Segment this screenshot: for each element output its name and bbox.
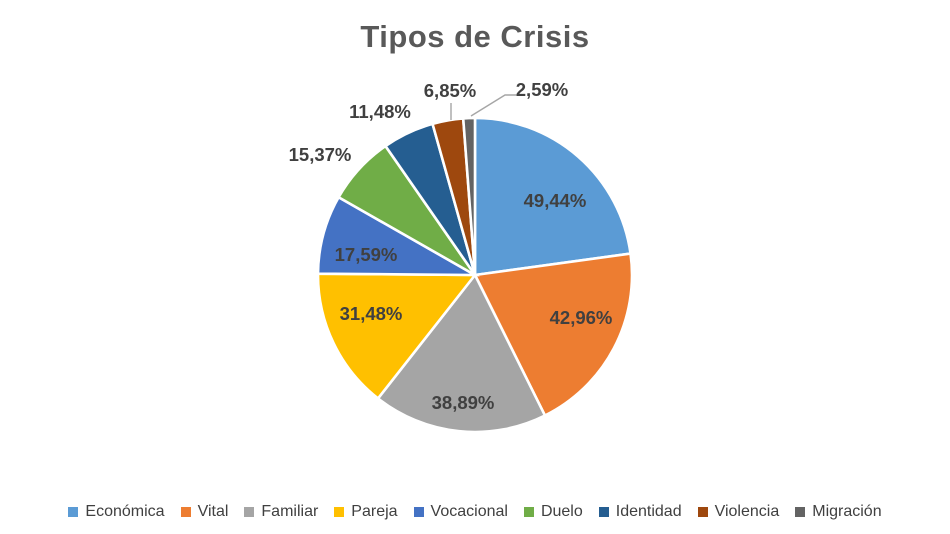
legend-item-vocacional: Vocacional: [413, 503, 508, 521]
legend-swatch-vocacional: [413, 507, 424, 517]
legend-label-vocacional: Vocacional: [430, 503, 508, 520]
legend-swatch-familiar: [244, 507, 255, 517]
pie-slice-label-pareja: 31,48%: [340, 303, 403, 324]
legend-item-pareja: Pareja: [334, 503, 398, 521]
legend-item-violencia: Violencia: [697, 503, 780, 521]
legend-swatch-pareja: [334, 507, 345, 517]
legend-item-migracion: Migración: [795, 503, 882, 521]
pie-slice-label-duelo: 15,37%: [289, 144, 352, 165]
pie-slice-economica: [473, 116, 632, 277]
pie-slice-label-vital: 42,96%: [550, 307, 613, 328]
legend-label-identidad: Identidad: [615, 503, 682, 520]
pie-slice-vital: [473, 252, 634, 418]
legend-swatch-migracion: [795, 507, 806, 517]
legend-item-vital: Vital: [180, 503, 229, 521]
legend-swatch-economica: [68, 507, 79, 517]
legend-swatch-violencia: [697, 507, 708, 517]
legend-label-economica: Económica: [85, 503, 165, 520]
pie-slice-label-violencia: 6,85%: [424, 80, 476, 101]
chart-title: Tipos de Crisis: [360, 19, 590, 54]
pie-slice-label-economica: 49,44%: [524, 190, 587, 211]
chart-legend: Económica Vital Familiar Pareja Vocacional Du…: [0, 503, 950, 521]
legend-swatch-duelo: [523, 507, 534, 517]
legend-label-duelo: Duelo: [540, 503, 583, 520]
legend-label-migracion: Migración: [812, 503, 882, 520]
pie-slice-familiar: [376, 272, 547, 434]
pie-slice-label-familiar: 38,89%: [432, 392, 495, 413]
pie-slice-pareja: [316, 272, 478, 401]
legend-label-vital: Vital: [197, 503, 229, 520]
legend-label-familiar: Familiar: [261, 503, 319, 520]
legend-item-familiar: Familiar: [244, 503, 318, 521]
pie-slice-migracion: [461, 116, 477, 276]
leader-line-migracion: [470, 94, 516, 117]
legend-item-duelo: Duelo: [523, 503, 583, 521]
legend-swatch-vital: [180, 507, 191, 517]
pie-slice-label-identidad: 11,48%: [349, 101, 411, 122]
legend-item-identidad: Identidad: [598, 503, 682, 521]
legend-label-violencia: Violencia: [714, 503, 780, 520]
legend-label-pareja: Pareja: [351, 503, 398, 520]
pie-slice-label-migracion: 2,59%: [516, 79, 568, 100]
legend-swatch-identidad: [598, 507, 609, 517]
legend-item-economica: Económica: [68, 503, 165, 521]
pie-slice-label-vocacional: 17,59%: [335, 244, 398, 265]
